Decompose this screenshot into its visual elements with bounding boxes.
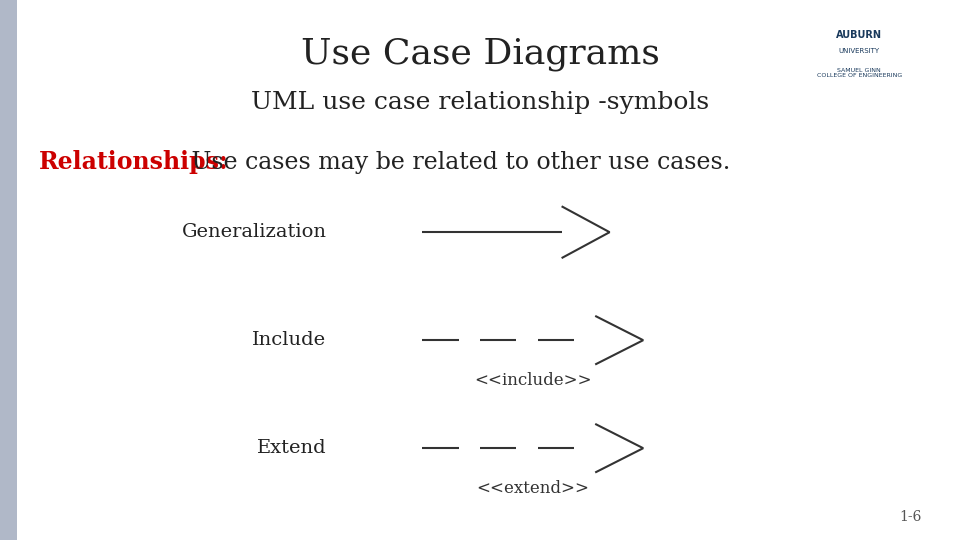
Text: Relationships:: Relationships: <box>38 150 228 174</box>
Text: Use Case Diagrams: Use Case Diagrams <box>300 37 660 71</box>
Text: Extend: Extend <box>256 439 326 457</box>
Text: 1-6: 1-6 <box>900 510 922 524</box>
Text: SAMUEL GINN
COLLEGE OF ENGINEERING: SAMUEL GINN COLLEGE OF ENGINEERING <box>817 68 901 78</box>
Text: Include: Include <box>252 331 326 349</box>
Text: Generalization: Generalization <box>181 223 326 241</box>
Text: UML use case relationship -symbols: UML use case relationship -symbols <box>251 91 709 114</box>
Text: <<extend>>: <<extend>> <box>476 480 589 497</box>
Text: Use cases may be related to other use cases.: Use cases may be related to other use ca… <box>184 151 731 173</box>
Text: <<include>>: <<include>> <box>474 372 591 389</box>
Text: UNIVERSITY: UNIVERSITY <box>839 48 879 55</box>
FancyBboxPatch shape <box>0 0 17 540</box>
Text: AUBURN: AUBURN <box>836 30 882 40</box>
